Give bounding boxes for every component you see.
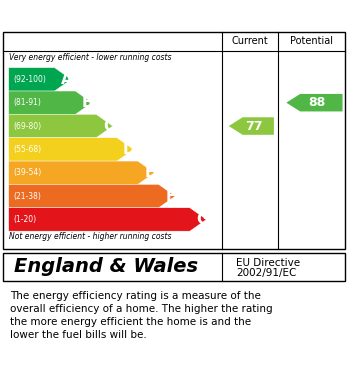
Polygon shape <box>9 91 92 115</box>
Text: B: B <box>82 95 94 110</box>
Polygon shape <box>9 68 71 91</box>
Text: F: F <box>166 188 176 204</box>
Polygon shape <box>286 94 342 111</box>
Text: C: C <box>103 118 114 134</box>
Polygon shape <box>9 161 155 185</box>
Text: (55-68): (55-68) <box>13 145 41 154</box>
Text: 77: 77 <box>245 120 263 133</box>
Text: Current: Current <box>232 36 269 46</box>
Text: 88: 88 <box>309 96 326 109</box>
Text: England & Wales: England & Wales <box>14 257 198 276</box>
Text: (81-91): (81-91) <box>13 98 41 107</box>
Text: Potential: Potential <box>290 36 333 46</box>
Text: Energy Efficiency Rating: Energy Efficiency Rating <box>10 7 220 23</box>
Text: (39-54): (39-54) <box>13 168 41 177</box>
Text: E: E <box>145 165 156 180</box>
Polygon shape <box>9 138 134 161</box>
Text: 2002/91/EC: 2002/91/EC <box>236 269 296 278</box>
Text: A: A <box>61 72 73 87</box>
Text: The energy efficiency rating is a measure of the
overall efficiency of a home. T: The energy efficiency rating is a measur… <box>10 291 273 340</box>
Text: (69-80): (69-80) <box>13 122 41 131</box>
Polygon shape <box>229 117 274 135</box>
Text: Not energy efficient - higher running costs: Not energy efficient - higher running co… <box>9 232 171 241</box>
Text: (21-38): (21-38) <box>13 192 41 201</box>
Text: (92-100): (92-100) <box>13 75 46 84</box>
Text: D: D <box>123 142 136 157</box>
Polygon shape <box>9 208 206 231</box>
Polygon shape <box>9 115 113 138</box>
Text: G: G <box>196 212 208 227</box>
Polygon shape <box>9 185 175 208</box>
Text: (1-20): (1-20) <box>13 215 36 224</box>
Text: EU Directive: EU Directive <box>236 258 300 268</box>
Text: Very energy efficient - lower running costs: Very energy efficient - lower running co… <box>9 53 171 62</box>
